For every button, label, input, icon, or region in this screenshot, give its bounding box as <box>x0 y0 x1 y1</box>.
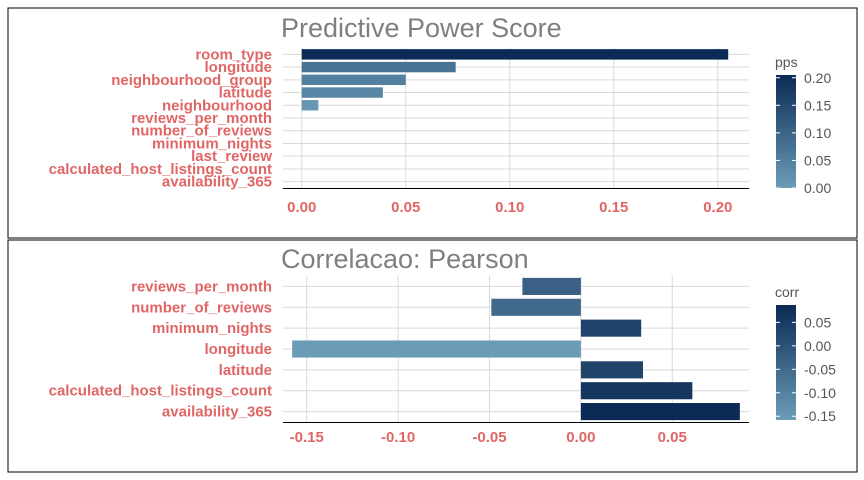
bar-corr-calculated_host_listings_count <box>580 382 693 400</box>
category-label-pps: minimum_nights <box>152 135 272 152</box>
bar-corr-longitude <box>292 340 581 358</box>
category-label-pps: longitude <box>205 59 273 76</box>
category-label-corr: minimum_nights <box>152 320 272 337</box>
x-tick-label-corr: -0.10 <box>381 429 415 446</box>
legend-tick-label-corr: -0.10 <box>804 385 836 401</box>
category-label-corr: calculated_host_listings_count <box>49 383 272 400</box>
category-label-corr: longitude <box>205 341 273 358</box>
bar-pps-neighbourhood <box>301 100 319 111</box>
x-tick-label-corr: -0.05 <box>472 429 506 446</box>
legend-tick-label-corr: 0.05 <box>804 314 831 330</box>
x-tick-label-pps: 0.20 <box>703 199 732 216</box>
chart-marks: room_typelongitudeneighbourhood_grouplat… <box>49 46 837 446</box>
legend-colorbar-corr <box>776 305 796 420</box>
bar-corr-latitude <box>580 361 644 379</box>
legend-title-corr: corr <box>775 284 799 300</box>
bar-corr-reviews_per_month <box>522 277 581 295</box>
x-tick-label-pps: 0.00 <box>287 199 316 216</box>
bar-pps-latitude <box>301 87 383 98</box>
bar-corr-availability_365 <box>580 403 740 421</box>
category-label-corr: reviews_per_month <box>131 278 272 295</box>
category-label-pps: availability_365 <box>162 174 272 191</box>
panel-frame-pps <box>7 7 858 239</box>
category-label-pps: reviews_per_month <box>131 110 272 127</box>
category-label-pps: last_review <box>191 148 272 165</box>
category-label-corr: latitude <box>219 362 272 379</box>
category-label-pps: neighbourhood_group <box>111 72 272 89</box>
x-tick-label-pps: 0.05 <box>391 199 420 216</box>
x-tick-label-corr: 0.05 <box>658 429 687 446</box>
bar-corr-minimum_nights <box>580 319 642 337</box>
legend-tick-label-corr: 0.00 <box>804 338 831 354</box>
category-label-corr: number_of_reviews <box>131 299 272 316</box>
bar-pps-room_type <box>301 49 729 60</box>
legend-tick-label-corr: -0.15 <box>804 408 836 424</box>
x-tick-label-corr: 0.00 <box>566 429 595 446</box>
x-tick-label-pps: 0.10 <box>495 199 524 216</box>
legend-tick-label-pps: 0.15 <box>804 97 831 113</box>
legend-tick-label-corr: -0.05 <box>804 361 836 377</box>
panel-frame-corr <box>7 239 858 473</box>
legend-tick-label-pps: 0.00 <box>804 180 831 196</box>
x-tick-label-corr: -0.15 <box>290 429 324 446</box>
bar-pps-neighbourhood_group <box>301 74 406 86</box>
category-label-pps: calculated_host_listings_count <box>49 161 272 178</box>
category-label-pps: room_type <box>195 46 272 63</box>
x-tick-label-pps: 0.15 <box>599 199 628 216</box>
bar-corr-number_of_reviews <box>491 298 581 316</box>
category-label-pps: neighbourhood <box>162 97 272 114</box>
chart-title-corr: Correlacao: Pearson <box>281 244 529 274</box>
legend-tick-label-pps: 0.10 <box>804 125 831 141</box>
legend-colorbar-pps <box>776 75 796 188</box>
chart-title-pps: Predictive Power Score <box>281 13 562 43</box>
category-label-pps: number_of_reviews <box>131 123 272 140</box>
category-label-corr: availability_365 <box>162 404 272 421</box>
category-label-pps: latitude <box>219 85 272 102</box>
bar-pps-longitude <box>301 61 456 73</box>
legend-tick-label-pps: 0.05 <box>804 152 831 168</box>
legend-title-pps: pps <box>775 54 798 70</box>
legend-tick-label-pps: 0.20 <box>804 70 831 86</box>
